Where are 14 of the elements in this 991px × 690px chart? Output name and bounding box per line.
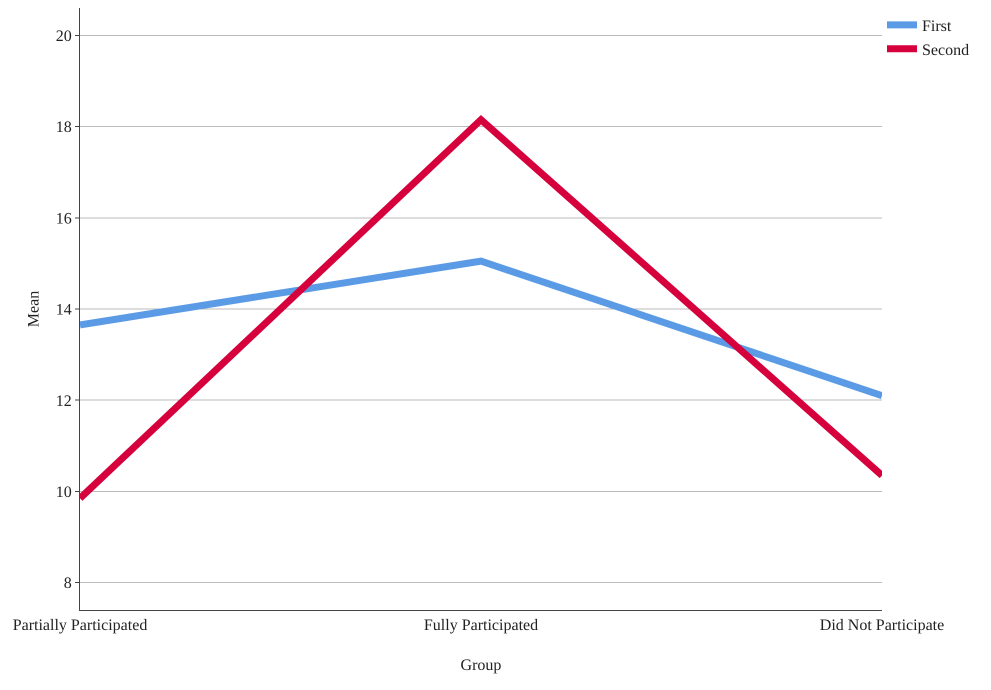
y-tick-label: 18 [56,119,72,136]
y-tick-label: 20 [56,28,72,45]
y-tick-label: 16 [56,210,72,228]
y-tick-label: 14 [56,302,72,319]
x-tick-label: Partially Participated [12,617,148,634]
legend-label: Second [922,42,970,59]
y-tick-label: 12 [56,392,72,410]
x-axis-title: Group [460,656,502,674]
y-tick-label: 10 [56,484,72,502]
legend-label: First [922,18,952,36]
y-tick-label: 8 [64,575,72,592]
x-tick-label: Did Not Participate [820,617,944,634]
y-axis-title: Mean [26,290,43,328]
x-tick-label: Fully Participated [424,617,538,634]
